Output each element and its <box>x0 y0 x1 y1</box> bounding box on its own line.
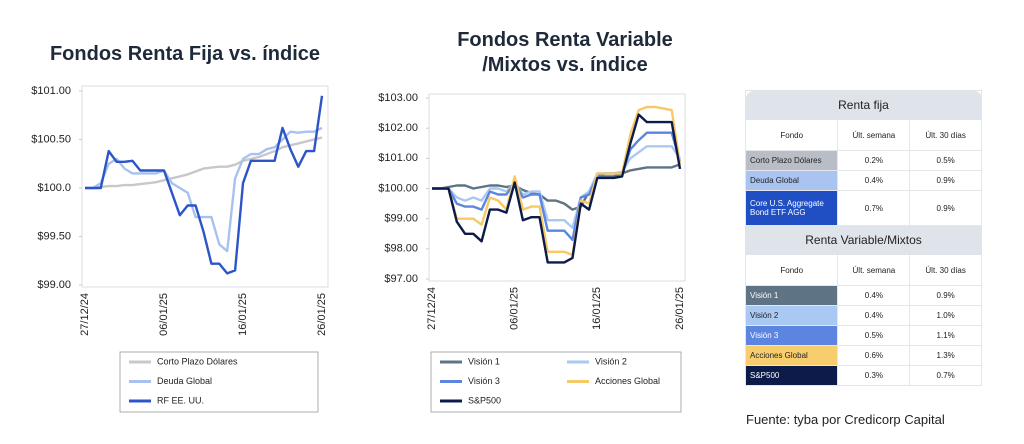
table-row: S&P500 0.3% 0.7% <box>744 365 982 386</box>
return-cell: 0.4% <box>837 170 911 191</box>
y-tick-label: $100.0 <box>37 182 71 194</box>
series-line <box>85 126 323 253</box>
legend-label: S&P500 <box>468 395 501 405</box>
table-row: Visión 3 0.5% 1.1% <box>744 325 982 346</box>
return-cell: 0.9% <box>909 190 982 226</box>
section-header-row: Renta fija <box>745 90 982 120</box>
section-title: Renta Variable/Mixtos <box>745 225 982 255</box>
y-tick-label: $98.00 <box>384 243 418 255</box>
legend-label: RF EE. UU. <box>157 395 204 405</box>
x-tick-label: 16/01/25 <box>237 293 249 336</box>
y-tick-label: $99.00 <box>384 213 418 225</box>
column-header-row: Fondo Últ. semana Últ. 30 días <box>744 119 982 151</box>
column-header: Fondo <box>744 119 839 151</box>
return-cell: 0.4% <box>837 305 911 326</box>
x-tick-label: 26/01/25 <box>674 287 686 330</box>
return-cell: 0.2% <box>837 150 911 171</box>
series-line <box>432 163 681 211</box>
return-cell: 0.9% <box>909 170 982 191</box>
y-tick-label: $99.00 <box>37 279 71 291</box>
table-row: Corto Plazo Dólares 0.2% 0.5% <box>744 150 982 171</box>
table: Renta fija Fondo Últ. semana Últ. 30 días Co… <box>744 90 982 386</box>
y-tick-label: $100.50 <box>31 133 71 145</box>
fund-name: Visión 1 <box>744 285 839 306</box>
y-tick-label: $103.00 <box>378 92 418 104</box>
table-row: Visión 2 0.4% 1.0% <box>744 305 982 326</box>
legend-box <box>430 351 682 413</box>
y-tick-label: $102.00 <box>378 122 418 134</box>
return-cell: 1.3% <box>909 345 982 366</box>
fund-name: Core U.S. Aggregate Bond ETF AGG <box>744 190 839 226</box>
return-cell: 0.7% <box>837 190 911 226</box>
series-line <box>432 145 681 229</box>
legend-label: Corto Plazo Dólares <box>157 356 238 366</box>
series-line <box>432 131 682 241</box>
return-cell: 0.6% <box>837 345 911 366</box>
legend-label: Deuda Global <box>157 376 212 386</box>
table-row: Core U.S. Aggregate Bond ETF AGG 0.7% 0.9% <box>744 190 982 226</box>
table-row: Visión 1 0.4% 0.9% <box>744 285 982 306</box>
plot-frame <box>81 85 329 288</box>
x-tick-label: 27/12/24 <box>426 287 438 330</box>
return-cell: 0.9% <box>909 285 982 306</box>
return-cell: 0.5% <box>837 325 911 346</box>
column-header: Últ. 30 días <box>909 254 982 286</box>
fund-name: Acciones Global <box>744 345 839 366</box>
chart-title: Fondos Renta Fija vs. índice <box>49 43 321 65</box>
legend-box <box>119 351 319 413</box>
y-tick-label: $101.00 <box>378 152 418 164</box>
fund-name: Visión 2 <box>744 305 839 326</box>
series-line <box>85 95 324 275</box>
table-row: Deuda Global 0.4% 0.9% <box>744 170 982 191</box>
fund-name: Deuda Global <box>744 170 839 191</box>
column-header: Fondo <box>744 254 839 286</box>
column-header-row: Fondo Últ. semana Últ. 30 días <box>744 254 982 286</box>
column-header: Últ. semana <box>837 119 911 151</box>
y-tick-label: $99.50 <box>37 230 71 242</box>
chart-title: Fondos Renta Variable /Mixtos vs. índice <box>457 29 673 76</box>
fund-name: Visión 3 <box>744 325 839 346</box>
return-cell: 0.7% <box>909 365 982 386</box>
x-tick-label: 27/12/24 <box>79 293 91 336</box>
series-line <box>432 113 682 264</box>
series-line <box>85 136 323 190</box>
column-header: Últ. 30 días <box>909 119 982 151</box>
x-tick-label: 06/01/25 <box>509 287 521 330</box>
x-tick-label: 16/01/25 <box>591 287 603 330</box>
table-row: Acciones Global 0.6% 1.3% <box>744 345 982 366</box>
return-cell: 0.5% <box>909 150 982 171</box>
x-tick-label: 26/01/25 <box>316 293 328 336</box>
returns-table: Renta fija Fondo Últ. semana Últ. 30 días Co… <box>744 90 982 386</box>
legend-label: Visión 2 <box>595 356 627 366</box>
y-tick-label: $101.00 <box>31 85 71 97</box>
column-header: Últ. semana <box>837 254 911 286</box>
series-line <box>432 105 682 257</box>
fund-name: S&P500 <box>744 365 839 386</box>
fund-name: Corto Plazo Dólares <box>744 150 839 171</box>
section-header-row: Renta Variable/Mixtos <box>745 225 982 255</box>
return-cell: 1.1% <box>909 325 982 346</box>
return-cell: 0.4% <box>837 285 911 306</box>
plot-frame <box>428 93 686 282</box>
section-title: Renta fija <box>745 90 982 120</box>
y-tick-label: $100.00 <box>378 182 418 194</box>
legend-label: Visión 3 <box>468 376 500 386</box>
x-tick-label: 06/01/25 <box>158 293 170 336</box>
return-cell: 1.0% <box>909 305 982 326</box>
legend-label: Acciones Global <box>595 376 660 386</box>
source-note: Fuente: tyba por Credicorp Capital <box>746 412 945 427</box>
y-tick-label: $97.00 <box>384 273 418 285</box>
return-cell: 0.3% <box>837 365 911 386</box>
legend-label: Visión 1 <box>468 356 500 366</box>
